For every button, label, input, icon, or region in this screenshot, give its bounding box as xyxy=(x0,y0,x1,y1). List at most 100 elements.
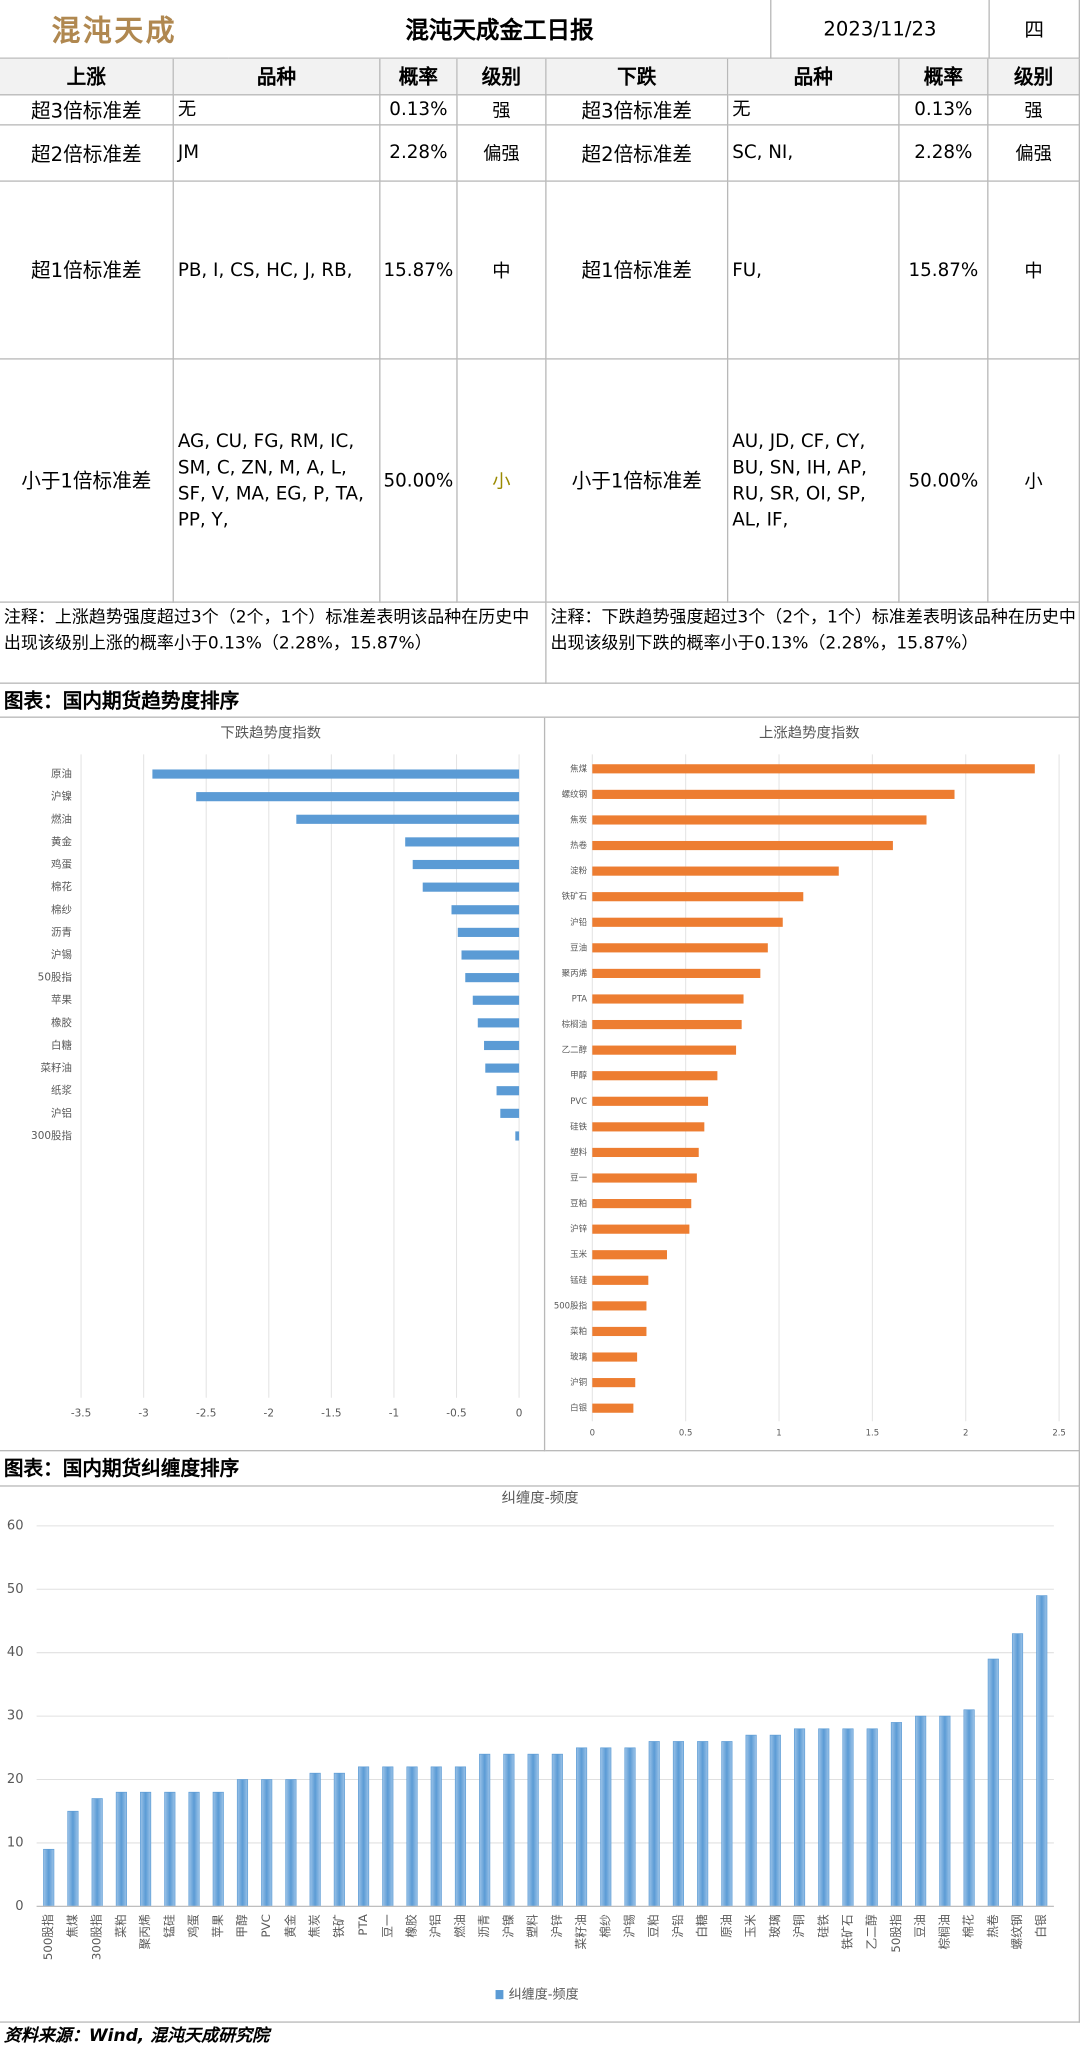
bar xyxy=(592,1352,638,1362)
bar xyxy=(592,943,768,953)
x-tick-label: 沪铜 xyxy=(792,1914,806,1938)
bar xyxy=(648,1741,660,1907)
section-title: 图表：国内期货纠缠度排序 xyxy=(0,1451,1080,1487)
section-title: 图表：国内期货趋势度排序 xyxy=(0,683,1080,718)
table-cell: 50.00% xyxy=(380,359,458,603)
y-tick-label: 300股指 xyxy=(31,1129,72,1142)
y-tick-label: 甲醇 xyxy=(570,1070,587,1081)
table-cell: FU, xyxy=(728,181,900,360)
y-tick-label: 热卷 xyxy=(570,840,587,851)
y-tick-label: 沪铜 xyxy=(570,1377,587,1388)
table-cell: 强 xyxy=(988,95,1080,126)
x-tick-label: -0.5 xyxy=(446,1407,466,1419)
y-tick-label: 沪镍 xyxy=(51,790,72,803)
bar xyxy=(592,1199,692,1209)
weekday: 四 xyxy=(989,0,1080,59)
x-tick-label: -2.5 xyxy=(196,1407,216,1419)
y-tick-label: 原油 xyxy=(51,767,72,780)
y-tick-label: 塑料 xyxy=(570,1147,587,1158)
x-tick-label: PVC xyxy=(259,1914,273,1937)
footer: 资料来源：Wind, 混沌天成研究院 xyxy=(3,2025,270,2046)
table-cell: 超2倍标准差 xyxy=(0,125,174,182)
bar xyxy=(592,764,1035,774)
bar xyxy=(592,866,839,876)
bar xyxy=(43,1848,55,1907)
bar xyxy=(672,1741,684,1907)
bar xyxy=(484,1040,520,1051)
x-tick-label: 硅铁 xyxy=(816,1914,830,1938)
bar xyxy=(592,917,783,927)
bar xyxy=(963,1709,975,1907)
x-tick-label: 1 xyxy=(776,1429,781,1439)
y-tick-label: 沪铝 xyxy=(51,1106,72,1119)
bar xyxy=(261,1779,273,1907)
bar xyxy=(793,1728,806,1907)
bar xyxy=(592,892,804,902)
y-tick-label: PTA xyxy=(572,994,588,1004)
bar xyxy=(592,1147,699,1158)
y-tick-label: PVC xyxy=(570,1097,587,1107)
y-tick-label: 纸浆 xyxy=(51,1084,72,1097)
table-cell: 0.13% xyxy=(899,95,989,126)
y-tick-label: 锰硅 xyxy=(570,1275,587,1286)
table-cell: 中 xyxy=(457,181,547,360)
table-cell: 小于1倍标准差 xyxy=(0,359,174,603)
y-tick-label: 燃油 xyxy=(51,812,72,825)
bar xyxy=(745,1734,757,1907)
bar xyxy=(485,1063,520,1073)
bar xyxy=(697,1741,709,1907)
bar xyxy=(333,1772,345,1907)
x-tick-label: 棉纱 xyxy=(598,1914,612,1938)
x-tick-label: -3.5 xyxy=(71,1407,91,1419)
y-tick-label: 40 xyxy=(7,1645,24,1660)
bar xyxy=(592,1378,636,1388)
table-cell: 偏强 xyxy=(457,125,547,182)
y-tick-label: 黄金 xyxy=(51,835,72,848)
bar xyxy=(358,1766,370,1907)
bar xyxy=(939,1715,951,1907)
y-tick-label: 20 xyxy=(7,1772,24,1787)
bar xyxy=(842,1728,854,1907)
table-cell: AG, CU, FG, RM, IC, SM, C, ZN, M, A, L, … xyxy=(173,359,381,603)
bar xyxy=(721,1741,733,1907)
table-cell: 中 xyxy=(988,181,1080,360)
x-tick-label: -1.5 xyxy=(321,1407,341,1419)
bar xyxy=(465,973,520,983)
bar xyxy=(152,769,520,779)
table-cell: AU, JD, CF, CY, BU, SN, IH, AP, RU, SR, … xyxy=(728,359,900,603)
table-cell: 50.00% xyxy=(899,359,989,603)
bar xyxy=(67,1810,79,1907)
x-tick-label: 50股指 xyxy=(889,1914,903,1953)
column-header: 品种 xyxy=(173,58,381,96)
chart-frame xyxy=(545,717,1080,1452)
bar xyxy=(496,1086,520,1096)
column-header: 概率 xyxy=(899,58,989,96)
bar xyxy=(527,1753,539,1907)
bar xyxy=(115,1791,127,1907)
x-tick-label: 豆粕 xyxy=(647,1914,661,1938)
y-tick-label: 硅铁 xyxy=(570,1121,587,1132)
bar xyxy=(576,1747,588,1907)
bar xyxy=(592,968,761,978)
chart: 上涨趋势度指数 0 0.5 1 1.5 2 2.5 焦煤螺纹钢焦炭热卷淀粉铁矿石沪铅豆油聚丙烯… xyxy=(554,725,1066,1439)
table-cell: 2.28% xyxy=(899,125,989,182)
x-tick-label: -3 xyxy=(138,1407,148,1419)
x-tick-label: 菜粕 xyxy=(114,1914,128,1938)
y-tick-label: 60 xyxy=(7,1518,24,1533)
x-tick-label: 铁矿石 xyxy=(840,1914,854,1949)
x-tick-label: 沪铅 xyxy=(671,1914,685,1938)
y-tick-label: 铁矿石 xyxy=(562,891,587,902)
x-tick-label: 沪镍 xyxy=(501,1914,515,1938)
column-header: 上涨 xyxy=(0,58,174,96)
x-tick-label: 橡胶 xyxy=(405,1914,419,1938)
table-cell: PB, I, CS, HC, J, RB, xyxy=(173,181,381,360)
bar xyxy=(461,950,520,960)
x-tick-label: 聚丙烯 xyxy=(138,1914,152,1950)
y-tick-label: 焦炭 xyxy=(570,814,587,825)
bar xyxy=(592,1224,690,1234)
report-title: 混沌天成金工日报 xyxy=(228,0,772,59)
bar xyxy=(500,1108,520,1118)
x-tick-label: 沪锌 xyxy=(550,1914,564,1938)
chart: 下跌趋势度指数 -3.5 -3 -2.5 -2 -1.5 -1 -0.5 0 原油沪镍燃油黄金鸡蛋… xyxy=(31,725,522,1420)
y-tick-label: 棉花 xyxy=(51,880,72,893)
